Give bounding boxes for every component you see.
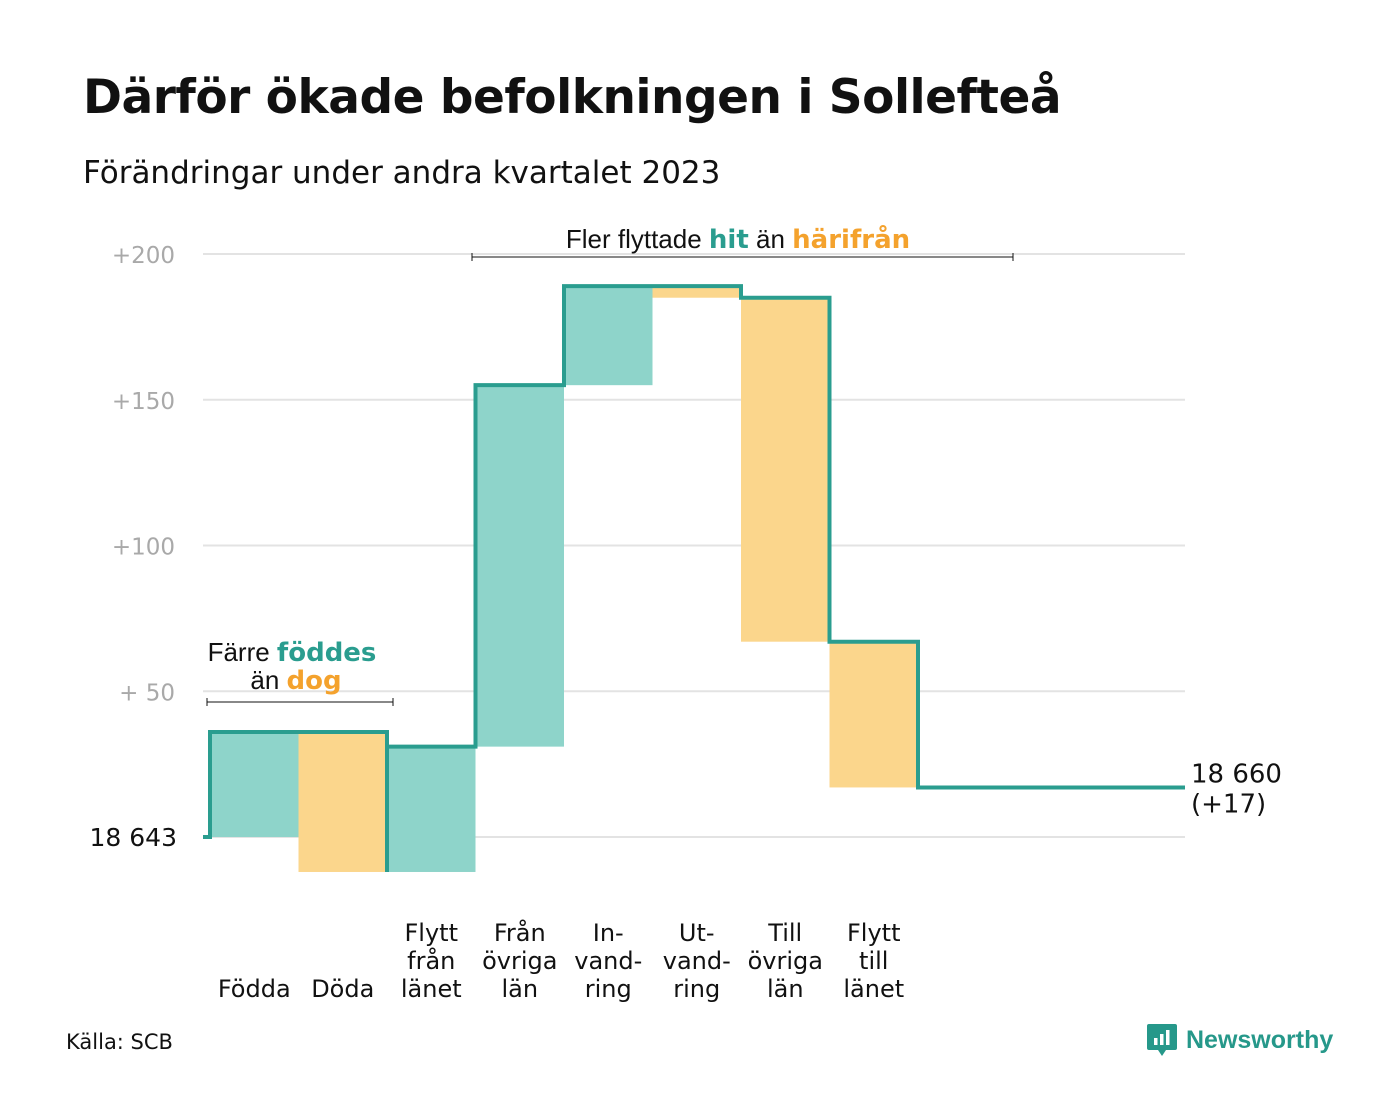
waterfall-bar <box>564 286 653 386</box>
annotation-moves-prefix: Fler flyttade <box>566 224 709 254</box>
annotation-moves-highlight-2: härifrån <box>792 223 910 255</box>
category-label: Flytt från länet <box>401 919 462 1003</box>
annotation-moves-highlight: hit <box>709 225 749 255</box>
brand-logo: Newsworthy <box>1146 1022 1333 1058</box>
category-label: Födda <box>218 975 291 1003</box>
newsworthy-logo-icon <box>1147 1024 1177 1056</box>
category-label: Från övriga län <box>482 918 557 1003</box>
waterfall-bar <box>387 746 476 872</box>
chart-subtitle: Förändringar under andra kvartalet 2023 <box>83 155 721 191</box>
cumulative-line <box>203 284 1185 872</box>
waterfall-bar <box>741 297 830 642</box>
y-tick-label: +200 <box>112 243 175 269</box>
waterfall-bar <box>475 385 564 747</box>
annotation-births: Färre föddes än dog <box>206 637 394 706</box>
annotation-moves-mid: än <box>749 224 792 254</box>
category-label: Flytt till länet <box>843 919 904 1003</box>
y-tick-label: +150 <box>112 389 175 415</box>
waterfall-bar <box>298 732 387 872</box>
category-label: Döda <box>311 975 374 1003</box>
chart-title: Därför ökade befolkningen i Sollefteå <box>83 70 1062 125</box>
labels-layer: +200 +150 +100 + 50 18 643 Födda Döda Flytt från… <box>90 243 1282 1003</box>
brand-name: Newsworthy <box>1186 1025 1334 1054</box>
category-label: Ut-vand-ring <box>663 919 731 1003</box>
svg-text:än dog: än dog <box>250 665 341 696</box>
y-tick-label: + 50 <box>119 680 175 706</box>
waterfall-bar <box>210 732 299 837</box>
waterfall-bar <box>652 286 741 298</box>
category-label: Till övriga län <box>748 919 823 1003</box>
waterfall-bar <box>829 641 918 788</box>
category-label: In-vand-ring <box>574 919 642 1003</box>
annotation-births-mid: än <box>250 665 286 695</box>
line-layer <box>203 284 1185 872</box>
annotation-moves: Fler flyttade hit än härifrån <box>471 223 1014 261</box>
svg-text:Färre föddes: Färre föddes <box>208 637 377 668</box>
annotation-births-prefix: Färre <box>208 637 277 667</box>
svg-text:Fler flyttade hit än härifrån: Fler flyttade hit än härifrån <box>566 223 910 255</box>
annotation-births-highlight-2: dog <box>287 666 342 696</box>
source-note: Källa: SCB <box>66 1030 173 1054</box>
y-tick-label: +100 <box>112 535 175 561</box>
end-value-label: 18 660 (+17) <box>1191 759 1282 819</box>
bars-layer <box>210 286 918 872</box>
annotation-births-highlight: föddes <box>277 638 377 668</box>
start-value-label: 18 643 <box>90 823 177 852</box>
